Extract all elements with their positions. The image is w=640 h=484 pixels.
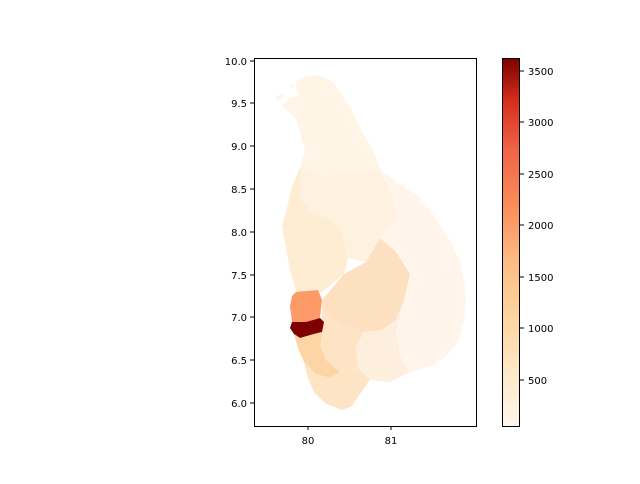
colorbar-tick-label: 2500 [528, 170, 553, 181]
x-axis: 80 81 [302, 426, 398, 447]
y-tick-label: 9.5 [231, 99, 247, 110]
region-mannar-island [276, 94, 284, 100]
region-southern [304, 362, 370, 410]
region-kalutara [294, 332, 340, 378]
colorbar-ticks: 500 1000 1500 2000 2500 3000 3500 [520, 67, 553, 387]
region-north [282, 75, 380, 176]
region-colombo [290, 318, 324, 338]
colorbar-tick-label: 2000 [528, 221, 553, 232]
y-tick-label: 9.0 [231, 142, 247, 153]
colorbar-tick-label: 1000 [528, 324, 553, 335]
region-gampaha [290, 290, 322, 322]
y-tick-label: 6.5 [231, 356, 247, 367]
colorbar-tick-label: 3000 [528, 118, 553, 129]
region-east [380, 170, 466, 372]
x-tick-label: 81 [385, 436, 398, 447]
region-jaffna-islet [288, 84, 294, 88]
map-axes: 80 81 6.0 6.5 7.0 7.5 8.0 8.5 9.0 9.5 10… [225, 57, 477, 447]
y-tick-label: 8.5 [231, 185, 247, 196]
colorbar: 500 1000 1500 2000 2500 3000 3500 [502, 58, 553, 427]
y-axis: 6.0 6.5 7.0 7.5 8.0 8.5 9.0 9.5 10.0 [225, 57, 254, 410]
region-north-central [300, 168, 398, 262]
colorbar-tick-label: 1500 [528, 273, 553, 284]
region-uva [356, 300, 410, 382]
y-tick-label: 8.0 [231, 228, 247, 239]
y-tick-label: 7.5 [231, 271, 247, 282]
colorbar-gradient [502, 58, 520, 427]
region-north-western [282, 168, 348, 292]
region-central [322, 238, 410, 332]
colorbar-tick-label: 500 [528, 376, 547, 387]
colorbar-tick-label: 3500 [528, 67, 553, 78]
y-tick-label: 7.0 [231, 313, 247, 324]
sri-lanka-map [276, 75, 466, 410]
y-tick-label: 6.0 [231, 399, 247, 410]
y-tick-label: 10.0 [225, 57, 247, 68]
x-tick-label: 80 [302, 436, 315, 447]
region-sabaragamuwa [318, 300, 364, 372]
